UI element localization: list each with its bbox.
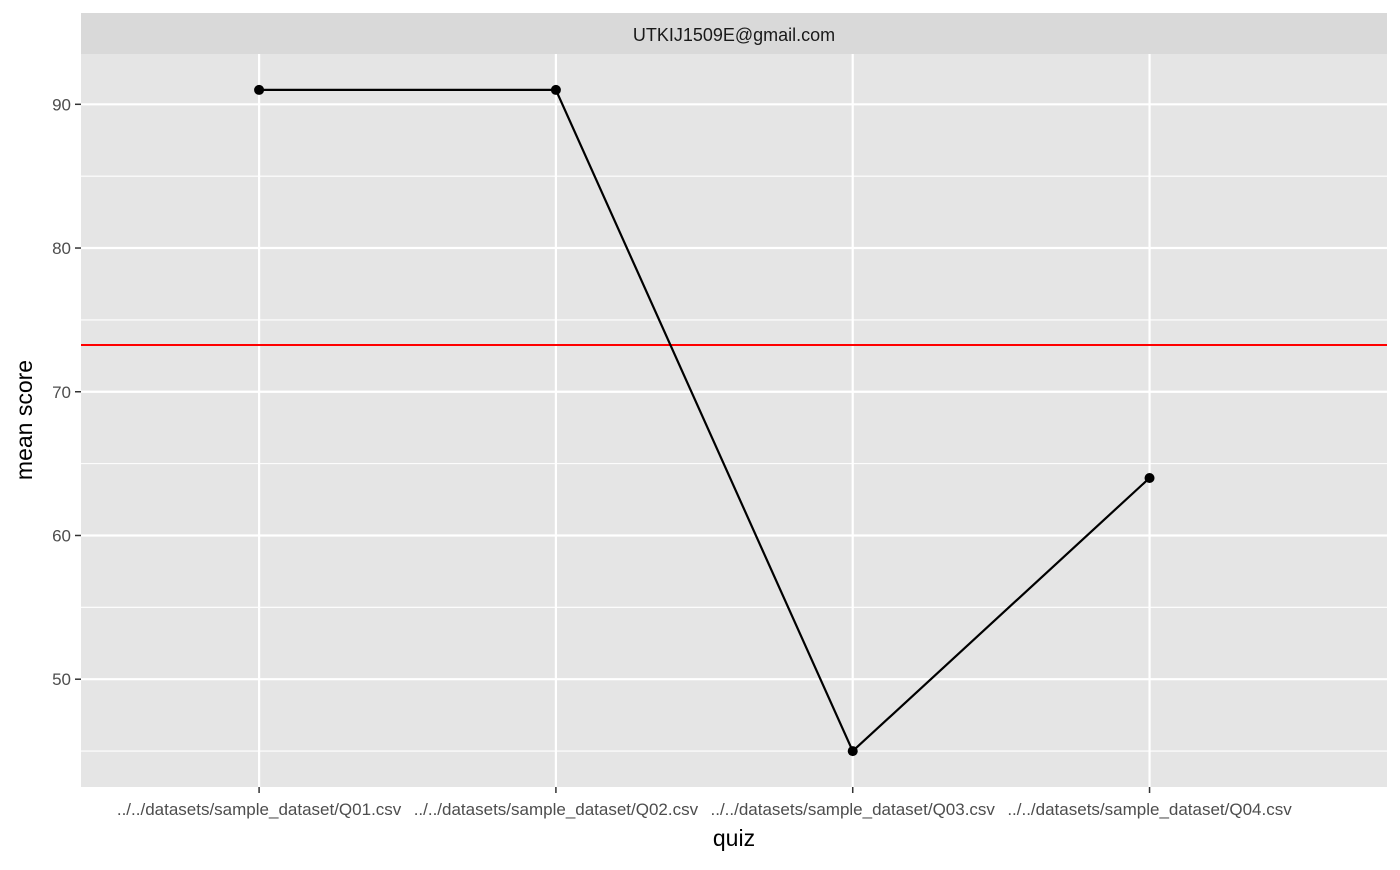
- y-tick-label: 50: [52, 670, 71, 689]
- facet-label: UTKIJ1509E@gmail.com: [633, 25, 835, 45]
- x-tick-label: ../../datasets/sample_dataset/Q02.csv: [414, 800, 699, 819]
- y-tick-label: 70: [52, 383, 71, 402]
- data-point: [254, 84, 265, 95]
- x-tick-label: ../../datasets/sample_dataset/Q01.csv: [117, 800, 402, 819]
- x-axis-title: quiz: [713, 825, 755, 851]
- y-tick-label: 80: [52, 239, 71, 258]
- series-layer: [254, 84, 1155, 757]
- strip-background: [81, 13, 1387, 54]
- y-tick-label: 90: [52, 95, 71, 114]
- data-point: [550, 84, 561, 95]
- series-line: [259, 88, 1151, 753]
- plot-panel: [81, 54, 1387, 787]
- data-point: [1144, 472, 1155, 483]
- y-tick-label: 60: [52, 526, 71, 545]
- axis-layer: 50 60 70 80 90 ../../datasets/sample_dataset/…: [52, 95, 1292, 819]
- grid-layer: [81, 54, 1387, 787]
- x-tick-label: ../../datasets/sample_dataset/Q04.csv: [1007, 800, 1292, 819]
- x-tick-label: ../../datasets/sample_dataset/Q03.csv: [711, 800, 996, 819]
- data-point: [847, 746, 858, 757]
- y-axis-title: mean score: [11, 360, 37, 480]
